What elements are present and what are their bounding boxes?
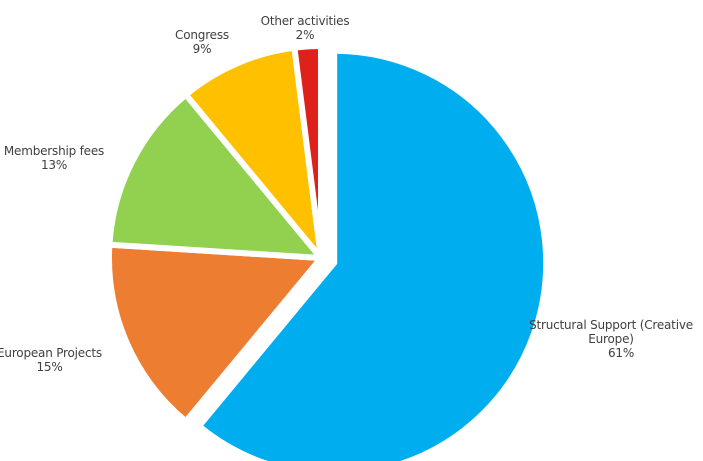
slice-label-text: Congress bbox=[175, 28, 229, 42]
slice-label-structural-support: Structural Support (Creative Europe) 61% bbox=[529, 318, 703, 360]
slice-value-text: 61% bbox=[607, 346, 635, 360]
slice-congress bbox=[181, 44, 326, 268]
slice-other-activities bbox=[291, 42, 324, 259]
slice-label-text: European Projects bbox=[0, 346, 102, 360]
slice-label-text: Structural Support (Creative Europe) bbox=[529, 318, 693, 346]
slice-membership-fees bbox=[106, 90, 328, 262]
slice-value-text: 9% bbox=[192, 42, 212, 56]
slice-label-membership-fees: Membership fees 13% bbox=[0, 144, 114, 172]
slice-european-projects bbox=[106, 241, 328, 426]
slice-label-other-activities: Other activities 2% bbox=[250, 14, 360, 42]
slice-value-text: 13% bbox=[40, 158, 68, 172]
slice-value-text: 15% bbox=[36, 360, 63, 374]
slice-label-congress: Congress 9% bbox=[162, 28, 242, 56]
slice-structural-support bbox=[194, 47, 550, 461]
slice-label-text: Membership fees bbox=[3, 144, 105, 158]
slice-value-text: 2% bbox=[295, 28, 315, 42]
slice-label-european-projects: European Projects 15% bbox=[0, 346, 107, 374]
slice-label-text: Other activities bbox=[260, 14, 350, 28]
